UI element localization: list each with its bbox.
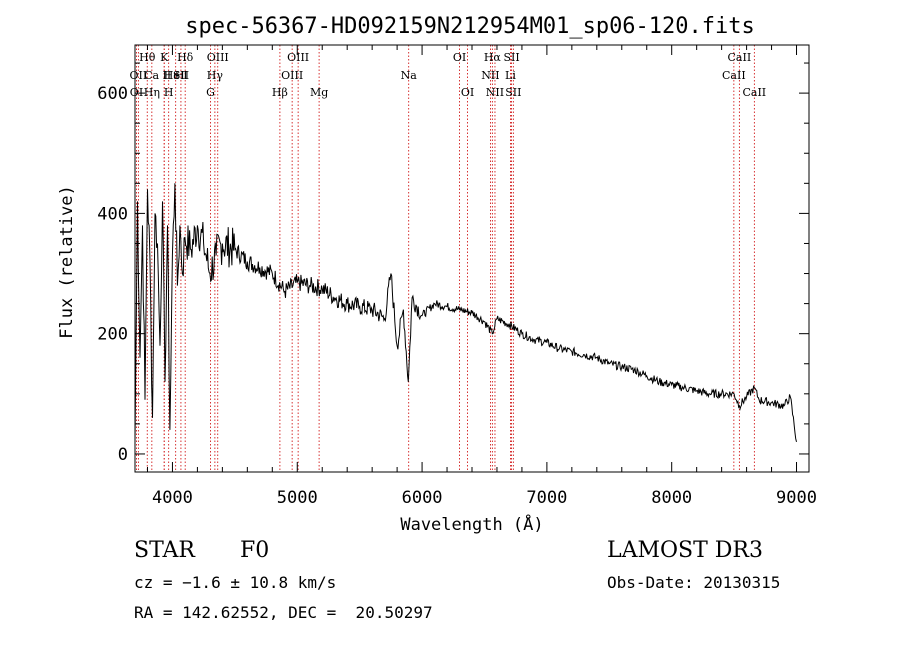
line-marker-label: Hβ [272, 86, 288, 99]
line-marker-label: Hα [484, 51, 502, 64]
x-tick-label: 7000 [526, 488, 567, 508]
line-marker-label: OI [461, 86, 474, 99]
line-marker-label: CaII [728, 51, 752, 64]
line-marker-label: CaII [722, 69, 746, 82]
line-marker-label: NII [486, 86, 504, 99]
y-tick-label: 600 [97, 84, 128, 104]
line-marker-label: OIII [287, 51, 309, 64]
redshift-text: cz = −1.6 ± 10.8 km/s [134, 573, 337, 592]
chart-title: spec-56367-HD092159N212954M01_sp06-120.f… [185, 14, 755, 39]
y-axis-label: Flux (relative) [57, 185, 77, 339]
line-marker-label: Hη [144, 86, 160, 99]
line-marker-label: H [164, 86, 174, 99]
line-marker-label: He I [164, 69, 188, 82]
x-axis-label: Wavelength (Å) [400, 513, 543, 535]
line-marker-label: Hδ [177, 51, 194, 64]
x-tick-label: 8000 [651, 488, 692, 508]
coordinates-text: RA = 142.62552, DEC = 20.50297 [134, 603, 433, 622]
emission-line-markers [136, 45, 755, 472]
y-axis-ticks: 0 200 400 600 [97, 62, 809, 465]
x-tick-label: 5000 [277, 488, 318, 508]
line-marker-label: Li [505, 69, 516, 82]
x-tick-label: 9000 [776, 488, 817, 508]
line-marker-label: OII [130, 69, 148, 82]
x-axis-ticks: 4000 5000 6000 7000 8000 9000 [146, 45, 817, 508]
line-marker-label: SII [505, 86, 521, 99]
object-subclass: F0 [240, 538, 270, 563]
y-tick-label: 400 [97, 204, 128, 224]
line-marker-label: CaII [742, 86, 766, 99]
obs-date-text: Obs-Date: 20130315 [607, 573, 781, 592]
x-tick-label: 4000 [152, 488, 193, 508]
line-marker-label: SII [503, 51, 519, 64]
line-marker-label: OIII [207, 51, 229, 64]
line-marker-label: Hγ [207, 69, 224, 82]
line-marker-label: G [206, 86, 215, 99]
line-marker-label: SII [173, 69, 189, 82]
spectrum-line [134, 183, 797, 443]
spectrum-series [134, 183, 797, 443]
line-marker-label: K [160, 51, 169, 64]
line-marker-label: OI [130, 86, 143, 99]
object-class: STAR [134, 538, 195, 563]
x-tick-label: 6000 [402, 488, 443, 508]
line-marker-label: NII [481, 69, 499, 82]
line-marker-label: Ca II H [144, 69, 184, 82]
line-marker-label: Na [401, 69, 418, 82]
line-marker-label: Hθ [139, 51, 156, 64]
line-marker-label: OI [453, 51, 466, 64]
plot-frame [134, 44, 810, 473]
y-tick-label: 200 [97, 325, 128, 345]
line-marker-label: Mg [310, 86, 328, 99]
y-tick-label: 0 [118, 445, 128, 465]
line-marker-label: OIII [281, 69, 303, 82]
survey-label: LAMOST DR3 [607, 538, 763, 563]
